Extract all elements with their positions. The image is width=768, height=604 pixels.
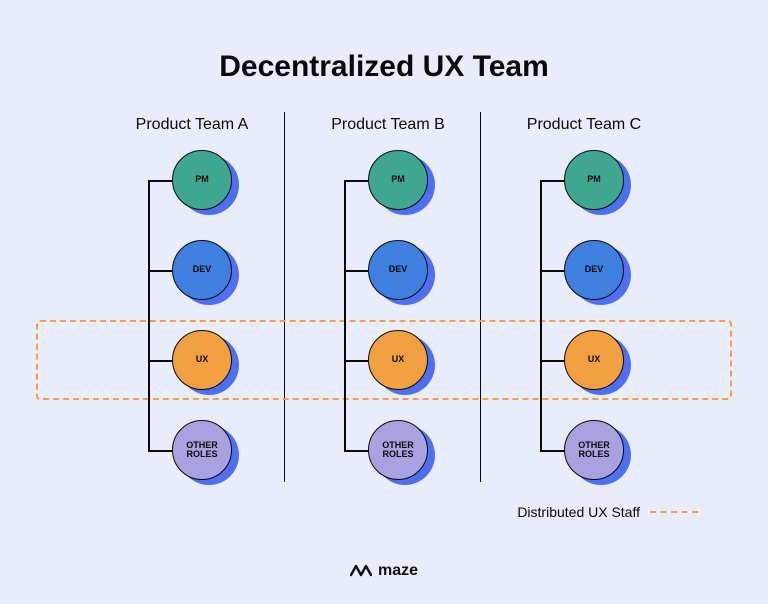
role-circle: UX bbox=[368, 330, 428, 390]
connector-horizontal bbox=[148, 270, 172, 272]
connector-horizontal bbox=[344, 180, 368, 182]
role-node-ux: UX bbox=[368, 330, 428, 390]
role-circle: OTHER ROLES bbox=[564, 420, 624, 480]
legend-label: Distributed UX Staff bbox=[517, 504, 640, 520]
role-node-other-roles: OTHER ROLES bbox=[564, 420, 624, 480]
connector-vertical bbox=[540, 180, 542, 450]
maze-logo-icon bbox=[350, 562, 372, 580]
role-node-ux: UX bbox=[564, 330, 624, 390]
connector-horizontal bbox=[148, 450, 172, 452]
connector-horizontal bbox=[344, 270, 368, 272]
connector-horizontal bbox=[540, 270, 564, 272]
connector-horizontal bbox=[344, 450, 368, 452]
brand-text: maze bbox=[378, 562, 418, 580]
role-node-pm: PM bbox=[172, 150, 232, 210]
role-circle: DEV bbox=[564, 240, 624, 300]
role-circle: PM bbox=[564, 150, 624, 210]
legend-line bbox=[650, 511, 698, 513]
diagram-title: Decentralized UX Team bbox=[0, 50, 768, 84]
column-heading: Product Team A bbox=[92, 116, 292, 134]
connector-horizontal bbox=[540, 360, 564, 362]
role-node-pm: PM bbox=[564, 150, 624, 210]
role-node-other-roles: OTHER ROLES bbox=[172, 420, 232, 480]
role-circle: PM bbox=[368, 150, 428, 210]
connector-horizontal bbox=[148, 180, 172, 182]
connector-horizontal bbox=[148, 360, 172, 362]
legend: Distributed UX Staff bbox=[517, 504, 698, 520]
role-circle: OTHER ROLES bbox=[172, 420, 232, 480]
connector-vertical bbox=[148, 180, 150, 450]
connector-horizontal bbox=[540, 180, 564, 182]
role-node-dev: DEV bbox=[368, 240, 428, 300]
column-heading: Product Team C bbox=[484, 116, 684, 134]
role-circle: UX bbox=[172, 330, 232, 390]
role-node-dev: DEV bbox=[172, 240, 232, 300]
connector-horizontal bbox=[540, 450, 564, 452]
role-circle: OTHER ROLES bbox=[368, 420, 428, 480]
role-circle: DEV bbox=[172, 240, 232, 300]
connector-vertical bbox=[344, 180, 346, 450]
column-divider-1 bbox=[284, 112, 285, 482]
role-node-other-roles: OTHER ROLES bbox=[368, 420, 428, 480]
role-node-ux: UX bbox=[172, 330, 232, 390]
role-node-dev: DEV bbox=[564, 240, 624, 300]
brand: maze bbox=[0, 562, 768, 580]
column-divider-2 bbox=[480, 112, 481, 482]
role-circle: PM bbox=[172, 150, 232, 210]
role-circle: DEV bbox=[368, 240, 428, 300]
connector-horizontal bbox=[344, 360, 368, 362]
column-heading: Product Team B bbox=[288, 116, 488, 134]
role-circle: UX bbox=[564, 330, 624, 390]
role-node-pm: PM bbox=[368, 150, 428, 210]
